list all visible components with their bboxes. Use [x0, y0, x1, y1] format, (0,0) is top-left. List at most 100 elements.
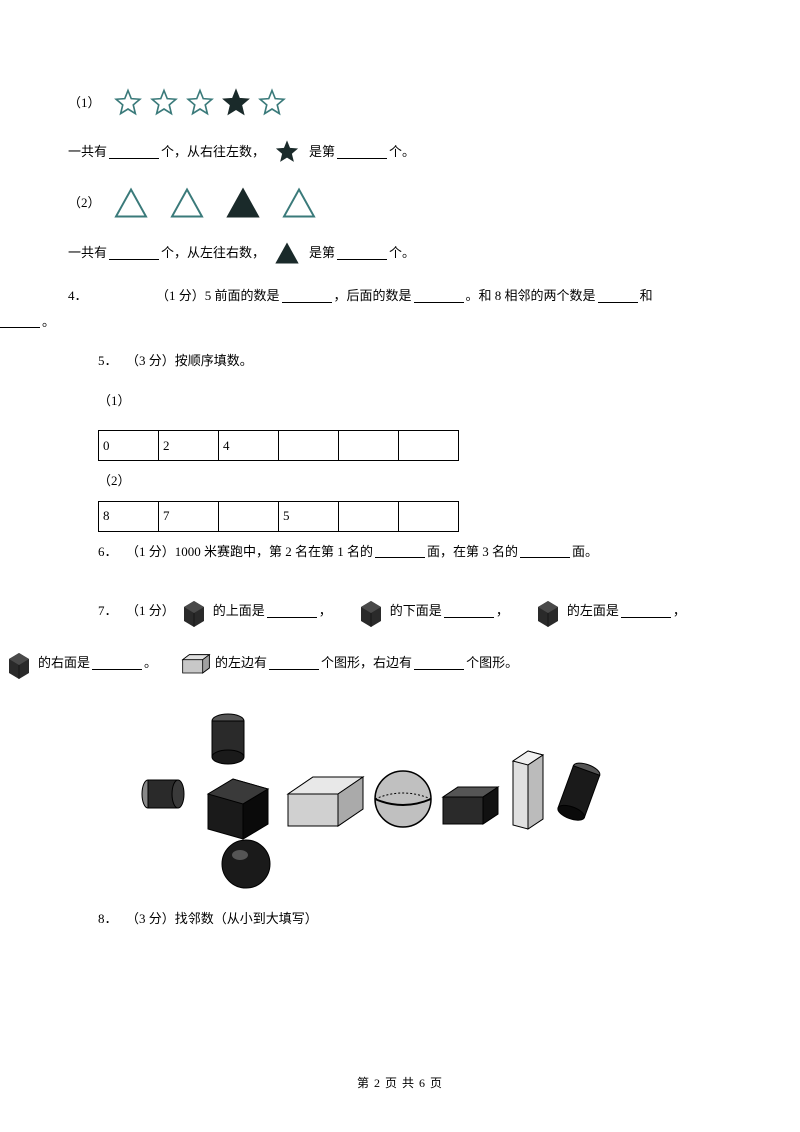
question-1-text: 一共有 个，从右往左数， 是第 个。 — [68, 138, 732, 166]
table-row: 0 2 4 — [99, 431, 459, 461]
table-cell[interactable] — [219, 501, 279, 531]
table-cell[interactable] — [339, 501, 399, 531]
table-cell[interactable] — [399, 431, 459, 461]
question-4: 4． （1 分） 5 前面的数是 ，后面的数是 。和 8 相邻的两个数是 和 — [68, 286, 732, 306]
q6-t3: 面。 — [572, 542, 598, 562]
triangle-icon-filled — [273, 240, 301, 266]
blank[interactable] — [520, 544, 570, 558]
q7-t5: 的左面是 — [567, 601, 619, 621]
q7-t7: 的右面是 — [38, 653, 90, 673]
q2-text-c: 是第 — [309, 243, 335, 263]
question-6: 6． （1 分） 1000 米赛跑中，第 2 名在第 1 名的 面，在第 3 名… — [68, 542, 732, 562]
q7-t6: ， — [673, 601, 686, 621]
star-icon-filled — [273, 138, 301, 166]
q7-t8: 。 — [144, 653, 157, 673]
blank[interactable] — [598, 289, 638, 303]
q7-t2: ， — [319, 601, 332, 621]
triangle-icon-filled — [225, 186, 261, 220]
blank[interactable] — [337, 145, 387, 159]
blank[interactable] — [92, 656, 142, 670]
table-cell[interactable]: 0 — [99, 431, 159, 461]
q4-text3: 。和 8 相邻的两个数是 — [466, 286, 596, 306]
q8-points: （3 分） — [126, 909, 175, 929]
table-cell[interactable]: 5 — [279, 501, 339, 531]
q7-t10: 个图形，右边有 — [321, 653, 412, 673]
table-cell[interactable] — [279, 431, 339, 461]
star-icon — [113, 88, 143, 118]
shapes-illustration — [128, 699, 608, 889]
star-icon — [185, 88, 215, 118]
question-2-text: 一共有 个，从左往右数， 是第 个。 — [68, 240, 732, 266]
question-5: 5． （3 分） 按顺序填数。 — [68, 351, 732, 371]
question-7-line2: 的右面是 。 的左边有 个图形，右边有 个图形。 — [0, 647, 732, 679]
blank[interactable] — [621, 604, 671, 618]
q2-text-b: 个，从左往右数， — [161, 243, 265, 263]
footer-text: 第 2 页 共 6 页 — [357, 1076, 443, 1090]
table-cell[interactable]: 2 — [159, 431, 219, 461]
cube-icon — [533, 595, 563, 627]
q5-sub1-label: （1） — [68, 391, 732, 411]
table-cell[interactable] — [399, 501, 459, 531]
triangle-icon — [281, 186, 317, 220]
q7-t4: ， — [496, 601, 509, 621]
triangle-icon — [169, 186, 205, 220]
table-cell[interactable]: 4 — [219, 431, 279, 461]
q4-text4: 和 — [640, 286, 653, 306]
table-cell[interactable]: 8 — [99, 501, 159, 531]
q2-text-d: 个。 — [389, 243, 415, 263]
triangle-icon — [113, 186, 149, 220]
q2-text-a: 一共有 — [68, 243, 107, 263]
q6-t1: 1000 米赛跑中，第 2 名在第 1 名的 — [175, 542, 373, 562]
cube-dark-icon — [208, 779, 268, 839]
table-row: 8 7 5 — [99, 501, 459, 531]
blank[interactable] — [0, 314, 40, 328]
triangle-row — [113, 186, 317, 220]
table-cell[interactable]: 7 — [159, 501, 219, 531]
blank[interactable] — [267, 604, 317, 618]
q5-sub2-label: （2） — [68, 471, 732, 491]
q7-t3: 的下面是 — [390, 601, 442, 621]
tall-box-icon — [513, 751, 543, 829]
star-icon — [149, 88, 179, 118]
q1-text-b: 个，从右往左数， — [161, 142, 265, 162]
q7-num: 7． — [98, 601, 126, 621]
q4-num: 4． — [68, 286, 96, 306]
q8-title: 找邻数（从小到大填写） — [175, 909, 318, 929]
q5-sub1: （1） — [98, 391, 131, 411]
q7-t11: 个图形。 — [466, 653, 518, 673]
table-cell[interactable] — [339, 431, 399, 461]
cube-icon — [356, 595, 386, 627]
q6-num: 6． — [98, 542, 126, 562]
q5-title: 按顺序填数。 — [175, 351, 253, 371]
q5-sub2: （2） — [98, 471, 131, 491]
blank[interactable] — [337, 246, 387, 260]
blank[interactable] — [375, 544, 425, 558]
blank[interactable] — [269, 656, 319, 670]
cube-icon — [4, 647, 34, 679]
page-footer: 第 2 页 共 6 页 — [0, 1074, 800, 1092]
cylinder-horizontal-icon — [142, 780, 184, 808]
blank[interactable] — [414, 656, 464, 670]
cuboid-dark-icon — [443, 787, 498, 824]
question-4-cont: 。 — [0, 312, 732, 332]
q2-label: （2） — [68, 193, 101, 213]
cylinder-vertical-icon — [212, 714, 244, 764]
cuboid-light-icon — [288, 777, 363, 826]
question-2-triangle-row: （2） — [68, 186, 732, 220]
sphere-split-icon — [375, 771, 431, 827]
q4-points: （1 分） — [156, 286, 205, 306]
blank[interactable] — [444, 604, 494, 618]
blank[interactable] — [282, 289, 332, 303]
blank[interactable] — [109, 145, 159, 159]
question-7-line1: 7． （1 分） 的上面是 ， 的下面是 ， 的左面是 ， — [68, 595, 732, 627]
q5-table-1: 0 2 4 — [98, 430, 459, 461]
q4-text: 5 前面的数是 — [205, 286, 280, 306]
q4-text5: 。 — [42, 312, 55, 332]
q6-points: （1 分） — [126, 542, 175, 562]
question-1-stars-row: （1） — [68, 88, 732, 118]
blank[interactable] — [414, 289, 464, 303]
blank[interactable] — [109, 246, 159, 260]
q7-t9: 的左边有 — [215, 653, 267, 673]
q1-text-c: 是第 — [309, 142, 335, 162]
q1-text-a: 一共有 — [68, 142, 107, 162]
